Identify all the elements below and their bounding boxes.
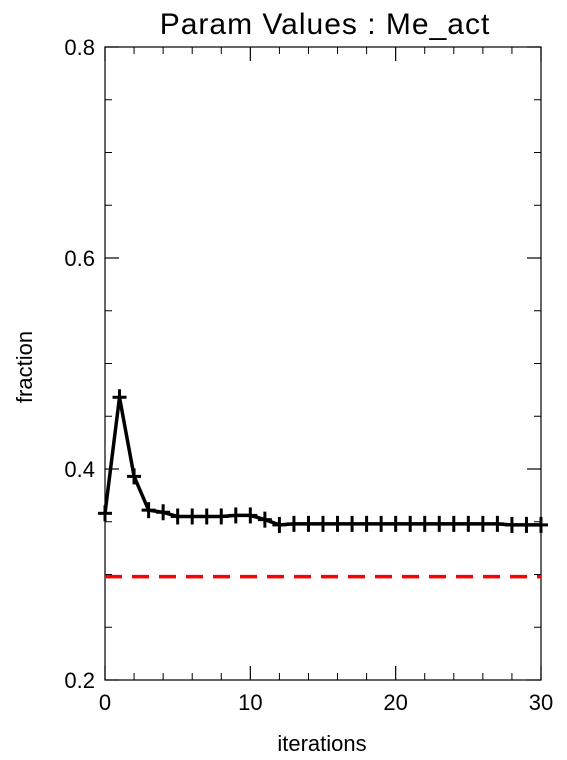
ticks (104, 46, 542, 681)
axes (104, 46, 542, 681)
data-point-marker (214, 508, 229, 525)
data-point-marker (417, 515, 432, 532)
data-point-marker (446, 515, 461, 532)
data-point-marker (475, 515, 490, 532)
data-point-marker (374, 515, 389, 532)
data-point-marker (504, 516, 519, 533)
data-point-marker (403, 515, 418, 532)
tick-labels: 0 10 20 30 0.2 0.4 0.6 0.8 (64, 35, 553, 715)
series-line (103, 395, 541, 527)
data-point-marker (199, 508, 214, 525)
data-point-marker (316, 515, 330, 532)
data-point-marker (185, 508, 200, 525)
data-point-marker (127, 468, 142, 485)
x-tick-label: 20 (383, 690, 407, 715)
x-tick-label: 10 (238, 690, 262, 715)
data-point-marker (330, 515, 345, 532)
data-point-marker (141, 502, 156, 519)
data-point-marker (345, 515, 360, 532)
data-point-marker (359, 515, 374, 532)
data-point-marker (519, 516, 534, 533)
data-point-marker (432, 515, 447, 532)
data-point-marker (170, 508, 185, 525)
data-point-marker (257, 511, 272, 528)
data-point-marker (228, 507, 243, 524)
chart-title: Param Values : Me_act (160, 8, 491, 41)
x-tick-label: 30 (529, 690, 553, 715)
data-point-marker (490, 515, 505, 532)
series-group (98, 389, 548, 533)
data-point-marker (461, 515, 476, 532)
y-axis-label: fraction (12, 331, 37, 403)
y-tick-label: 0.8 (64, 35, 95, 60)
y-tick-label: 0.2 (64, 668, 95, 693)
x-tick-label: 0 (99, 690, 111, 715)
data-point-marker (301, 515, 316, 532)
data-point-marker (388, 515, 403, 532)
plot-frame (104, 46, 542, 681)
x-axis-label: iterations (277, 731, 366, 756)
data-point-marker (272, 516, 287, 533)
y-tick-label: 0.6 (64, 246, 95, 271)
data-point-marker (112, 389, 127, 406)
y-tick-label: 0.4 (64, 457, 95, 482)
data-point-marker (98, 505, 112, 522)
data-point-marker (286, 515, 301, 532)
data-point-marker (156, 504, 171, 521)
data-point-marker (243, 507, 258, 524)
data-point-marker (534, 516, 548, 533)
